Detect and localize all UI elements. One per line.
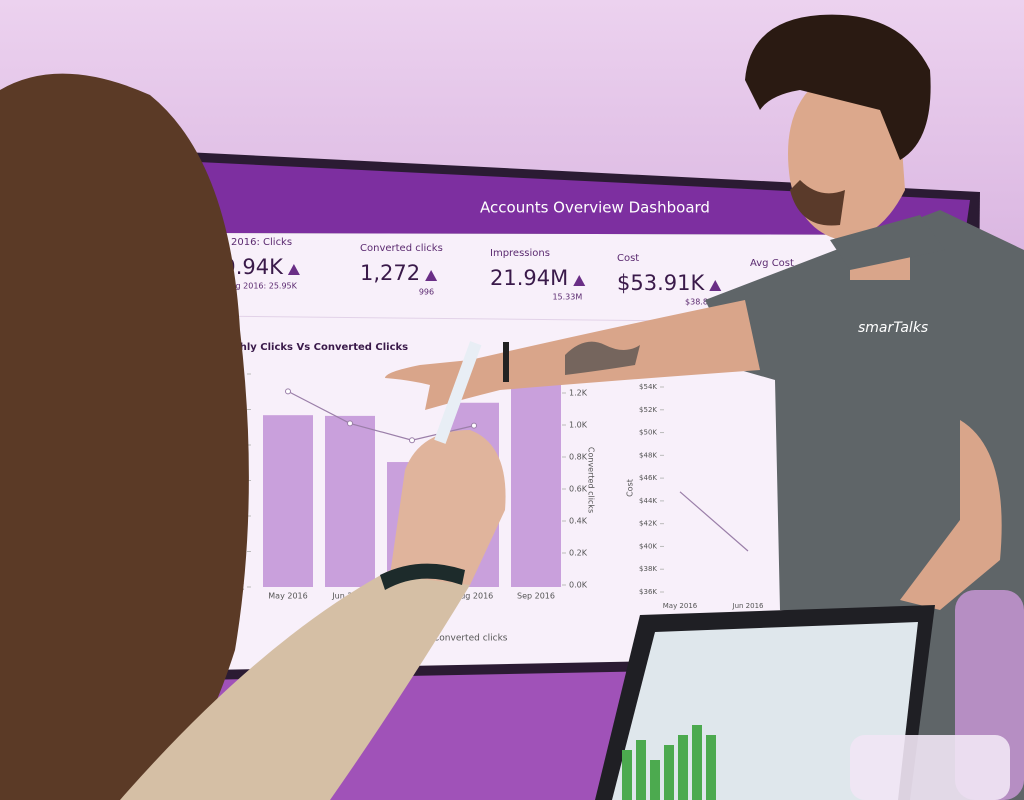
kpi-value: 1,272 (360, 261, 420, 285)
line-point (409, 437, 415, 444)
dashboard-title: Accounts Overview Dashboard (480, 199, 710, 217)
tv-header (198, 162, 970, 235)
marker (434, 341, 482, 444)
x-tick-label: Aug 2016 (455, 592, 494, 601)
trend-up-icon (425, 270, 438, 281)
y-tick-label: $36K (639, 588, 657, 596)
kpi-sub: 996 (419, 288, 434, 297)
x-tick-label: Jun 2016 (732, 602, 765, 610)
y2-tick-label: 1.0K (569, 421, 588, 430)
y-tick-label: $46K (639, 474, 657, 482)
woman-bracelet (380, 563, 465, 590)
cup (850, 735, 1010, 800)
y-axis-label: Cost (626, 479, 635, 497)
line-point (347, 420, 353, 427)
y2-tick-label: 1.2K (569, 389, 588, 398)
y-tick-label: $40K (639, 542, 657, 550)
tattoo (565, 341, 640, 375)
x-tick-label: May 2016 (268, 592, 307, 601)
chart-title: Monthly Clicks Vs Converted Clicks (211, 342, 408, 353)
y-tick-label: $48K (639, 451, 657, 459)
kpi-label: Sep 2016: Clicks (209, 237, 292, 248)
y-tick-label: $38K (639, 565, 657, 573)
bracelet (503, 342, 509, 382)
man-shirt (705, 210, 1024, 800)
y-tick-label: $54K (639, 383, 657, 391)
woman-arm (120, 570, 470, 800)
kpi-sub: $38.82K (685, 298, 719, 307)
kpi-label: Cost (617, 253, 639, 264)
kpi-value: 21.94M (490, 266, 568, 290)
y2-tick-label: 0.4K (569, 517, 588, 526)
bar (325, 415, 375, 587)
y-tick-label: $50K (639, 429, 657, 437)
kpi-sub: 15.33M (552, 293, 582, 302)
kpi-value: $53.91K (617, 271, 705, 295)
legend-label: Converted clicks (433, 634, 508, 644)
man-beard (790, 180, 845, 226)
y2-tick-label: 0.2K (569, 549, 588, 558)
bar (263, 415, 313, 587)
line-point (285, 388, 291, 395)
trend-up-icon (573, 275, 586, 286)
trend-up-icon (287, 264, 300, 275)
y2-axis-label: Converted clicks (587, 447, 596, 513)
line-point (471, 422, 477, 429)
kpi-label: Avg Cost (750, 258, 794, 269)
y-tick-label: $42K (639, 520, 657, 528)
cost-line (679, 491, 749, 552)
x-tick-label: Sep 2016 (517, 592, 555, 601)
man-hair (745, 14, 931, 160)
y2-tick-label: 0.6K (569, 485, 588, 494)
man-forearm (900, 420, 1002, 610)
woman-hair (0, 73, 249, 800)
kpi-label: Converted clicks (360, 243, 443, 254)
y-tick-label: $44K (639, 497, 657, 505)
y2-tick-label: 0.8K (569, 453, 588, 462)
trend-up-icon (709, 280, 722, 291)
laptop-chart (622, 725, 716, 800)
kpi-sub: Aug 2016: 25.95K (225, 282, 298, 291)
x-tick-label: May 2016 (663, 602, 698, 610)
bar (511, 374, 561, 587)
shirt-logo: smarTalks (858, 320, 928, 336)
kpi-label: Impressions (490, 248, 550, 259)
laptop-screen (612, 622, 918, 800)
y2-tick-label: 0.0K (569, 581, 588, 590)
man-collar (830, 215, 945, 270)
woman-hand (390, 430, 506, 585)
y-tick-label: $52K (639, 406, 657, 414)
